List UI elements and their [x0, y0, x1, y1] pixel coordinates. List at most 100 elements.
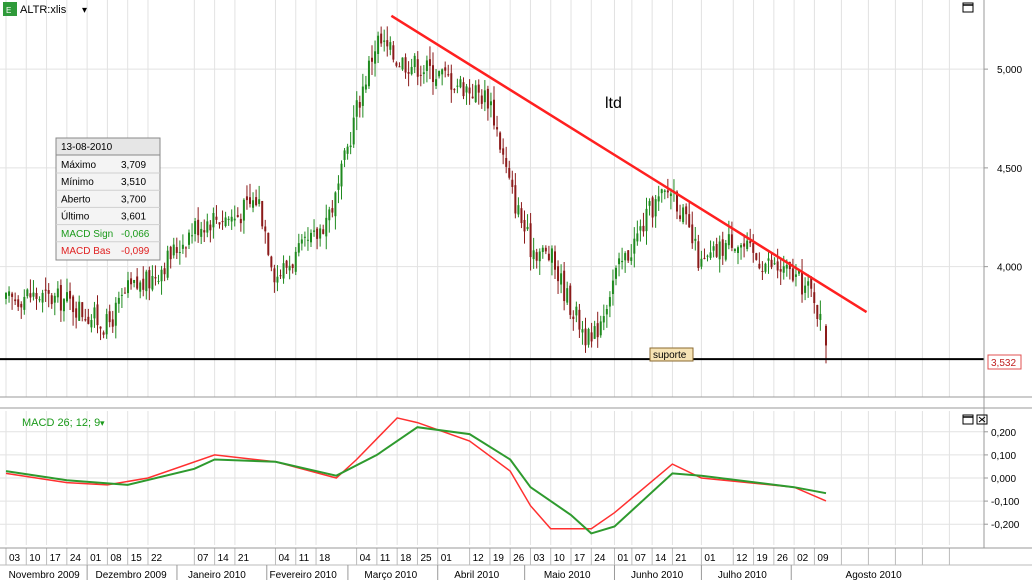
- candle-body: [44, 289, 47, 291]
- candle-body: [59, 285, 62, 311]
- candle-body: [322, 229, 325, 234]
- support-label-text: suporte: [653, 350, 687, 361]
- candle-body: [480, 95, 483, 104]
- candle-body: [813, 292, 816, 304]
- candle-body: [32, 292, 35, 297]
- info-row-value: 3,601: [121, 212, 146, 223]
- month-label: Março 2010: [364, 570, 417, 580]
- candle-body: [242, 199, 245, 221]
- day-tick-label: 14: [218, 553, 230, 564]
- candle-body: [605, 308, 608, 315]
- macd-tick-label: -0,100: [991, 497, 1020, 508]
- candle-body: [624, 253, 627, 261]
- maximize-macd-panel-button[interactable]: [962, 414, 974, 425]
- candle-body: [578, 309, 581, 330]
- candle-body: [770, 259, 773, 268]
- month-label: Julho 2010: [718, 570, 767, 580]
- candle-body: [456, 85, 459, 87]
- price-tick-label: 4,000: [997, 263, 1022, 274]
- candle-body: [395, 62, 398, 66]
- close-macd-panel-button[interactable]: [976, 414, 988, 425]
- symbol-label: ALTR:xlis: [20, 4, 67, 16]
- candle-body: [575, 306, 578, 316]
- candle-body: [163, 268, 166, 275]
- candle-body: [746, 240, 749, 249]
- candle-body: [611, 280, 614, 295]
- info-row-label: Mínimo: [61, 177, 94, 188]
- candle-body: [422, 72, 425, 75]
- day-tick-label: 24: [70, 553, 82, 564]
- support-price-text: 3,532: [991, 358, 1016, 369]
- candle-body: [14, 299, 17, 302]
- candle-body: [416, 59, 419, 77]
- candle-body: [471, 96, 474, 99]
- candle-body: [142, 278, 145, 290]
- candle-body: [758, 263, 761, 269]
- candle-body: [218, 222, 221, 225]
- candle-body: [334, 192, 337, 217]
- candle-body: [328, 209, 331, 221]
- info-row-label: Máximo: [61, 160, 96, 171]
- candle-body: [709, 252, 712, 258]
- candle-body: [331, 208, 334, 213]
- candle-body: [413, 55, 416, 68]
- day-tick-label: 01: [704, 553, 716, 564]
- candle-body: [72, 296, 75, 313]
- spreadsheet-icon: [3, 2, 17, 16]
- candle-body: [349, 145, 352, 148]
- candle-body: [75, 308, 78, 318]
- candle-body: [441, 69, 444, 75]
- maximize-price-panel-button[interactable]: [962, 2, 974, 13]
- macd-indicator-selector[interactable]: MACD 26; 12; 9 ▾: [22, 417, 105, 429]
- candle-body: [337, 183, 340, 190]
- candle-body: [108, 311, 111, 323]
- candle-body: [346, 146, 349, 154]
- day-tick-label: 12: [736, 553, 748, 564]
- month-label: Junho 2010: [631, 570, 684, 580]
- candle-body: [172, 244, 175, 256]
- day-tick-label: 09: [817, 553, 829, 564]
- candle-body: [450, 73, 453, 90]
- candle-body: [69, 290, 72, 299]
- candle-body: [166, 250, 169, 278]
- candle-body: [81, 302, 84, 318]
- candle-body: [300, 239, 303, 244]
- day-tick-label: 22: [151, 553, 163, 564]
- candle-body: [62, 299, 65, 312]
- candle-body: [517, 205, 520, 215]
- candle-body: [651, 197, 654, 218]
- close-icon: [976, 414, 988, 425]
- day-tick-label: 15: [131, 553, 143, 564]
- candle-body: [532, 250, 535, 260]
- candle-body: [807, 281, 810, 286]
- info-box-frame: [55, 137, 161, 261]
- candle-body: [282, 263, 285, 279]
- day-tick-label: 18: [319, 553, 331, 564]
- day-tick-label: 10: [554, 553, 566, 564]
- candle-body: [93, 307, 96, 319]
- candle-body: [767, 258, 770, 261]
- candle-body: [538, 251, 541, 262]
- symbol-selector[interactable]: E ALTR:xlis ▾: [3, 2, 87, 16]
- candle-body: [428, 59, 431, 66]
- macd-tick-label: 0,200: [991, 428, 1016, 439]
- price-panel: [0, 14, 984, 364]
- macd-panel: [5, 417, 827, 535]
- candle-body: [776, 261, 779, 271]
- candle-body: [700, 258, 703, 267]
- candle-body: [557, 266, 560, 282]
- candle-body: [727, 234, 730, 246]
- day-tick-label: 11: [380, 553, 391, 564]
- candle-body: [53, 295, 56, 303]
- candle-body: [697, 241, 700, 268]
- candle-body: [206, 221, 209, 233]
- candle-body: [706, 255, 709, 257]
- candle-body: [355, 100, 358, 117]
- candle-body: [291, 264, 294, 269]
- candle-body: [47, 290, 50, 294]
- candle-body: [111, 319, 114, 327]
- candle-body: [825, 325, 827, 346]
- candle-body: [90, 320, 93, 328]
- candle-body: [249, 197, 251, 204]
- candle-body: [590, 332, 593, 342]
